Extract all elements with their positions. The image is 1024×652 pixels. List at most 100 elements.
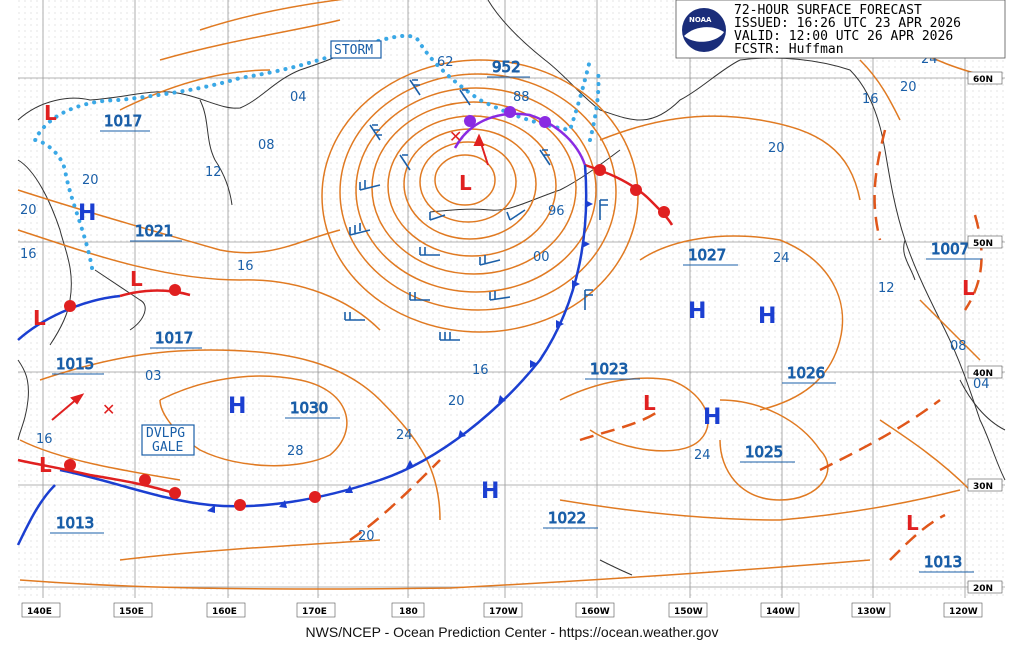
svg-text:20: 20 [448, 394, 465, 409]
svg-text:✕: ✕ [449, 127, 462, 146]
isobar-labels: 62 88 04 08 12 20 16 16 03 16 20 24 28 9… [20, 52, 990, 544]
svg-text:16: 16 [862, 92, 879, 107]
high-center: H [758, 304, 776, 329]
pressure-label: 1030 [290, 399, 328, 417]
pressure-label: 1021 [135, 222, 173, 240]
low-center: L [130, 267, 143, 291]
svg-text:150W: 150W [674, 607, 703, 617]
pressure-label: 1013 [924, 553, 962, 571]
svg-text:96: 96 [548, 204, 565, 219]
svg-text:16: 16 [237, 259, 254, 274]
svg-text:20: 20 [900, 80, 917, 95]
svg-text:62: 62 [437, 55, 454, 70]
svg-text:NOAA: NOAA [689, 16, 712, 24]
svg-text:12: 12 [205, 165, 222, 180]
pressure-label: 1007 [931, 240, 969, 258]
front-symbols [64, 106, 670, 513]
pressure-label: 1027 [688, 246, 726, 264]
svg-text:120W: 120W [949, 607, 978, 617]
svg-text:16: 16 [36, 432, 53, 447]
low-center: L [962, 276, 975, 300]
header-forecaster: FCSTR: Huffman [734, 42, 844, 57]
svg-text:20: 20 [768, 141, 785, 156]
svg-text:20N: 20N [973, 584, 993, 594]
low-center: L [39, 453, 52, 477]
svg-text:170E: 170E [302, 607, 327, 617]
svg-text:GALE: GALE [152, 440, 183, 455]
svg-text:04: 04 [973, 377, 990, 392]
pressure-label: 1017 [104, 112, 142, 130]
pressure-label: 1015 [56, 355, 94, 373]
header-issued: ISSUED: 16:26 UTC 23 APR 2026 [734, 16, 961, 31]
svg-text:08: 08 [950, 339, 967, 354]
wind-barbs [344, 79, 608, 341]
low-center: L [33, 306, 46, 330]
low-positions: ✕✕ [102, 127, 462, 419]
svg-text:16: 16 [472, 363, 489, 378]
svg-text:60N: 60N [973, 75, 993, 85]
forecast-header: NOAA 72-HOUR SURFACE FORECAST ISSUED: 16… [675, 0, 1006, 59]
pressure-label: 1017 [155, 329, 193, 347]
svg-text:03: 03 [145, 369, 162, 384]
svg-text:08: 08 [258, 138, 275, 153]
credit-line: NWS/NCEP - Ocean Prediction Center - htt… [305, 624, 719, 640]
svg-text:STORM: STORM [334, 43, 373, 58]
high-center: H [688, 299, 706, 324]
developing-gale-warning: DVLPG GALE [141, 424, 195, 456]
svg-text:✕: ✕ [102, 400, 115, 419]
storm-warning: STORM [330, 40, 382, 59]
svg-text:50N: 50N [973, 239, 993, 249]
longitude-labels: 140E 150E 160E 170E 180 170W 160W 150W 1… [21, 602, 983, 618]
svg-text:160E: 160E [212, 607, 237, 617]
low-center: L [906, 511, 919, 535]
troughs [349, 129, 983, 561]
svg-text:28: 28 [287, 444, 304, 459]
low-center: L [643, 391, 656, 415]
svg-text:24: 24 [694, 448, 711, 463]
pressure-label: 1023 [590, 360, 628, 378]
latitude-labels: 60N 50N 40N 30N 20N [967, 71, 1003, 594]
svg-text:130W: 130W [857, 607, 886, 617]
pressure-center-labels: 1017 1021 1017 1015 1013 1030 1027 1023 … [50, 58, 982, 573]
high-centers: H H H H H H [78, 201, 776, 504]
high-center: H [481, 479, 499, 504]
svg-text:20: 20 [358, 529, 375, 544]
pressure-label: 1022 [548, 509, 586, 527]
ice-edge [31, 33, 601, 270]
isobars [17, 0, 1001, 590]
svg-text:170W: 170W [489, 607, 518, 617]
fronts [16, 112, 674, 546]
svg-text:04: 04 [290, 90, 307, 105]
svg-text:88: 88 [513, 90, 530, 105]
high-center: H [228, 394, 246, 419]
pressure-label: 1026 [787, 364, 825, 382]
svg-text:20: 20 [82, 173, 99, 188]
svg-text:24: 24 [396, 428, 413, 443]
coastlines [17, 0, 1006, 576]
motion-arrows [51, 133, 489, 421]
svg-text:16: 16 [20, 247, 37, 262]
pressure-label: 1013 [56, 514, 94, 532]
svg-text:20: 20 [20, 203, 37, 218]
svg-text:24: 24 [773, 251, 790, 266]
svg-text:DVLPG: DVLPG [146, 426, 185, 441]
header-title: 72-HOUR SURFACE FORECAST [734, 3, 922, 18]
svg-text:40N: 40N [973, 369, 993, 379]
svg-text:140E: 140E [27, 607, 52, 617]
high-center: H [703, 405, 721, 430]
low-center: L [459, 171, 472, 195]
svg-text:160W: 160W [581, 607, 610, 617]
low-center: L [44, 101, 57, 125]
svg-text:00: 00 [533, 250, 550, 265]
pressure-label: 952 [492, 58, 521, 76]
map-background [18, 0, 1005, 598]
header-valid: VALID: 12:00 UTC 26 APR 2026 [734, 29, 953, 44]
svg-text:12: 12 [878, 281, 895, 296]
svg-text:30N: 30N [973, 482, 993, 492]
high-center: H [78, 201, 96, 226]
svg-text:140W: 140W [766, 607, 795, 617]
low-centers: L L L L L L L L [33, 101, 975, 535]
svg-text:180: 180 [399, 607, 418, 617]
pressure-label: 1025 [745, 443, 783, 461]
